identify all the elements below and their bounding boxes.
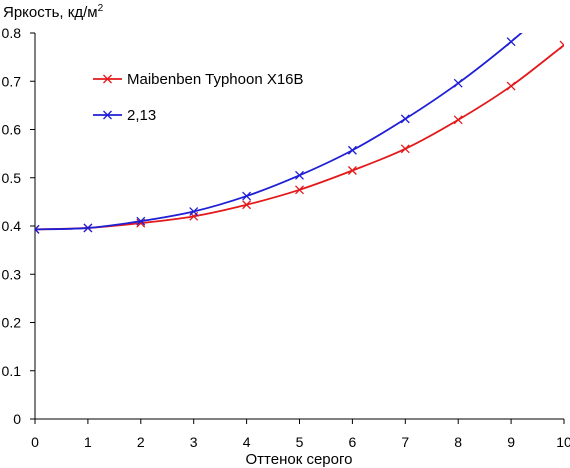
data-point bbox=[400, 114, 410, 124]
legend-label: Maibenben Typhoon X16B bbox=[127, 71, 304, 88]
y-tick-label: 0.7 bbox=[2, 73, 22, 89]
y-axis-ticks: 0 0.1 0.2 0.3 0.4 0.5 0.6 0.7 0.8 bbox=[2, 25, 35, 427]
data-point bbox=[559, 40, 564, 50]
data-point bbox=[347, 145, 357, 155]
data-point bbox=[83, 223, 93, 233]
y-axis-title: Яркость, кд/м2 bbox=[3, 3, 104, 21]
y-tick-label: 0 bbox=[13, 411, 21, 427]
x-tick-label: 6 bbox=[349, 434, 357, 450]
x-tick-label: 9 bbox=[507, 434, 515, 450]
y-tick-label: 0.6 bbox=[2, 122, 22, 138]
data-point bbox=[400, 144, 410, 154]
data-point bbox=[295, 185, 304, 195]
x-tick-label: 2 bbox=[137, 434, 145, 450]
data-point bbox=[35, 224, 40, 234]
x-tick-label: 7 bbox=[401, 434, 409, 450]
x-axis-title: Оттенок серого bbox=[246, 451, 353, 468]
y-tick-label: 0.1 bbox=[2, 363, 22, 379]
data-point bbox=[453, 78, 463, 88]
data-point bbox=[242, 200, 252, 210]
data-point bbox=[506, 37, 516, 47]
legend-swatch-marker bbox=[103, 74, 112, 84]
y-tick-label: 0.4 bbox=[2, 218, 22, 234]
x-tick-label: 10 bbox=[556, 434, 570, 450]
legend-label: 2,13 bbox=[127, 107, 156, 124]
legend: Maibenben Typhoon X16B 2,13 bbox=[93, 71, 304, 124]
data-point bbox=[347, 166, 357, 175]
x-axis-ticks: 0 1 2 3 4 5 6 7 8 9 10 bbox=[31, 419, 570, 450]
x-tick-label: 1 bbox=[84, 434, 92, 450]
data-point bbox=[136, 216, 146, 226]
y-tick-label: 0.5 bbox=[2, 170, 22, 186]
x-tick-label: 0 bbox=[31, 434, 39, 450]
data-point bbox=[453, 115, 463, 125]
data-point bbox=[189, 207, 199, 216]
y-tick-label: 0.3 bbox=[2, 266, 22, 282]
x-tick-label: 8 bbox=[454, 434, 462, 450]
series-group bbox=[35, 33, 564, 234]
y-tick-label: 0.8 bbox=[2, 25, 22, 41]
data-point bbox=[506, 81, 516, 91]
legend-swatch-marker bbox=[103, 110, 112, 120]
x-tick-label: 4 bbox=[243, 434, 251, 450]
x-tick-label: 5 bbox=[296, 434, 304, 450]
data-point bbox=[242, 191, 252, 201]
y-tick-label: 0.2 bbox=[2, 315, 22, 331]
data-point bbox=[295, 170, 304, 180]
x-tick-label: 3 bbox=[190, 434, 198, 450]
